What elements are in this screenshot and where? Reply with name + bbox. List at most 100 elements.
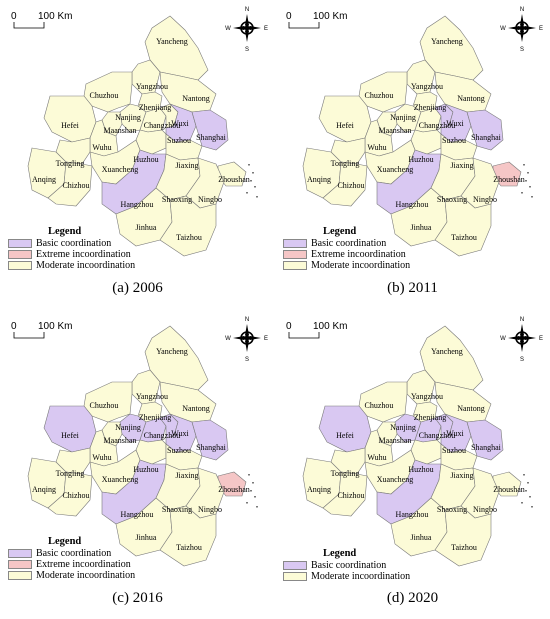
city-label-jiaxing: Jiaxing: [175, 471, 198, 480]
region-hefei: [318, 95, 372, 143]
legend-label: Moderate incoordination: [36, 260, 136, 271]
city-label-nanjing: Nanjing: [115, 113, 141, 122]
legend-label: Moderate incoordination: [311, 260, 411, 271]
city-label-tongling: Tongling: [56, 159, 85, 168]
panel-caption: (c) 2016: [112, 590, 163, 606]
region-hefei: [43, 405, 97, 453]
island-mark: [246, 192, 248, 194]
city-label-chizhou: Chizhou: [337, 491, 364, 500]
map-svg: YanchengYangzhouNantongChuzhouZhenjiangN…: [11, 7, 268, 257]
compass-north: N: [245, 317, 249, 323]
island-mark: [521, 502, 523, 504]
city-label-wuhu: Wuhu: [92, 453, 111, 462]
city-label-huzhou: Huzhou: [408, 155, 433, 164]
city-label-wuxi: Wuxi: [171, 119, 189, 128]
compass-south: S: [245, 357, 249, 363]
compass-needle-e: [522, 26, 536, 30]
city-label-huzhou: Huzhou: [133, 155, 158, 164]
legend-item: Moderate incoordination: [8, 570, 135, 581]
region-map: YanchengYangzhouNantongChuzhouZhenjiangN…: [302, 325, 533, 567]
city-label-shaoxing: Shaoxing: [437, 505, 467, 514]
compass-south: S: [245, 47, 249, 53]
legend-item: Basic coordination: [8, 238, 135, 249]
legend: Legend Basic coordination Extreme incoordi…: [283, 226, 410, 271]
city-label-taizhou: Taizhou: [451, 543, 477, 552]
city-label-shanghai: Shanghai: [196, 133, 227, 142]
city-label-anqing: Anqing: [32, 175, 56, 184]
legend-label: Extreme incoordination: [311, 249, 406, 260]
scale-zero: 0: [286, 321, 292, 332]
scale-zero: 0: [286, 11, 292, 22]
region-taizhou: [434, 505, 492, 567]
compass-icon: N S E W: [500, 317, 543, 363]
legend-title: Legend: [323, 548, 357, 559]
city-label-changzhou: Changzhou: [419, 431, 455, 440]
compass-needle-e: [522, 336, 536, 340]
compass-icon: N S E W: [500, 7, 543, 53]
compass-east: E: [539, 336, 543, 342]
scale-distance: 100 Km: [38, 321, 72, 332]
island-mark: [246, 502, 248, 504]
legend-swatch: [283, 239, 307, 248]
city-label-jinhua: Jinhua: [411, 223, 432, 232]
city-label-chuzhou: Chuzhou: [365, 91, 394, 100]
city-label-hangzhou: Hangzhou: [396, 510, 429, 519]
compass-north: N: [520, 7, 524, 13]
city-label-hefei: Hefei: [336, 431, 355, 440]
legend-label: Extreme incoordination: [36, 559, 131, 570]
scale-distance: 100 Km: [313, 11, 347, 22]
compass-center: [244, 25, 250, 31]
compass-needle-n: [245, 14, 249, 28]
island-mark: [523, 164, 525, 166]
region-taizhou: [159, 505, 217, 567]
compass-needle-w: [508, 26, 522, 30]
city-label-xuancheng: Xuancheng: [377, 475, 413, 484]
city-label-hangzhou: Hangzhou: [396, 200, 429, 209]
island-mark: [250, 490, 252, 492]
compass-needle-e: [247, 336, 261, 340]
compass-needle-s: [520, 28, 524, 42]
city-label-anqing: Anqing: [307, 485, 331, 494]
compass-north: N: [245, 7, 249, 13]
compass-needle-n: [520, 14, 524, 28]
island-mark: [248, 474, 250, 476]
city-label-chuzhou: Chuzhou: [365, 401, 394, 410]
legend: Legend Basic coordination Moderate incoord…: [283, 548, 410, 582]
legend-item: Extreme incoordination: [8, 559, 135, 570]
legend-label: Moderate incoordination: [311, 571, 411, 582]
legend-item: Moderate incoordination: [8, 260, 135, 271]
scale-bar: 0 100 Km: [11, 11, 72, 29]
panel-caption: (b) 2011: [387, 280, 438, 296]
city-label-nantong: Nantong: [457, 404, 485, 413]
city-label-wuhu: Wuhu: [92, 143, 111, 152]
legend-swatch: [8, 549, 32, 558]
city-label-taizhou: Taizhou: [176, 543, 202, 552]
city-label-zhenjiang: Zhenjiang: [139, 413, 171, 422]
city-label-huzhou: Huzhou: [133, 465, 158, 474]
island-mark: [529, 496, 531, 498]
island-mark: [525, 180, 527, 182]
city-label-wuhu: Wuhu: [367, 453, 386, 462]
legend-label: Basic coordination: [36, 548, 112, 559]
region-shanghai: [466, 419, 504, 461]
legend: Legend Basic coordination Extreme incoordi…: [8, 536, 135, 581]
region-shanghai: [466, 109, 504, 151]
city-label-changzhou: Changzhou: [419, 121, 455, 130]
city-label-wuxi: Wuxi: [446, 119, 464, 128]
region-shanghai: [191, 419, 229, 461]
island-mark: [529, 186, 531, 188]
island-mark: [256, 506, 258, 508]
city-label-nanjing: Nanjing: [390, 423, 416, 432]
city-label-ningbo: Ningbo: [473, 195, 497, 204]
city-label-zhoushan: Zhoushan: [493, 175, 525, 184]
city-label-suzhou: Suzhou: [167, 136, 191, 145]
city-label-jinhua: Jinhua: [411, 533, 432, 542]
city-label-yangzhou: Yangzhou: [411, 82, 443, 91]
island-mark: [525, 490, 527, 492]
compass-icon: N S E W: [225, 7, 268, 53]
compass-south: S: [520, 357, 524, 363]
compass-needle-e: [247, 26, 261, 30]
compass-east: E: [264, 336, 268, 342]
region-taizhou: [159, 195, 217, 257]
city-label-wuxi: Wuxi: [171, 429, 189, 438]
